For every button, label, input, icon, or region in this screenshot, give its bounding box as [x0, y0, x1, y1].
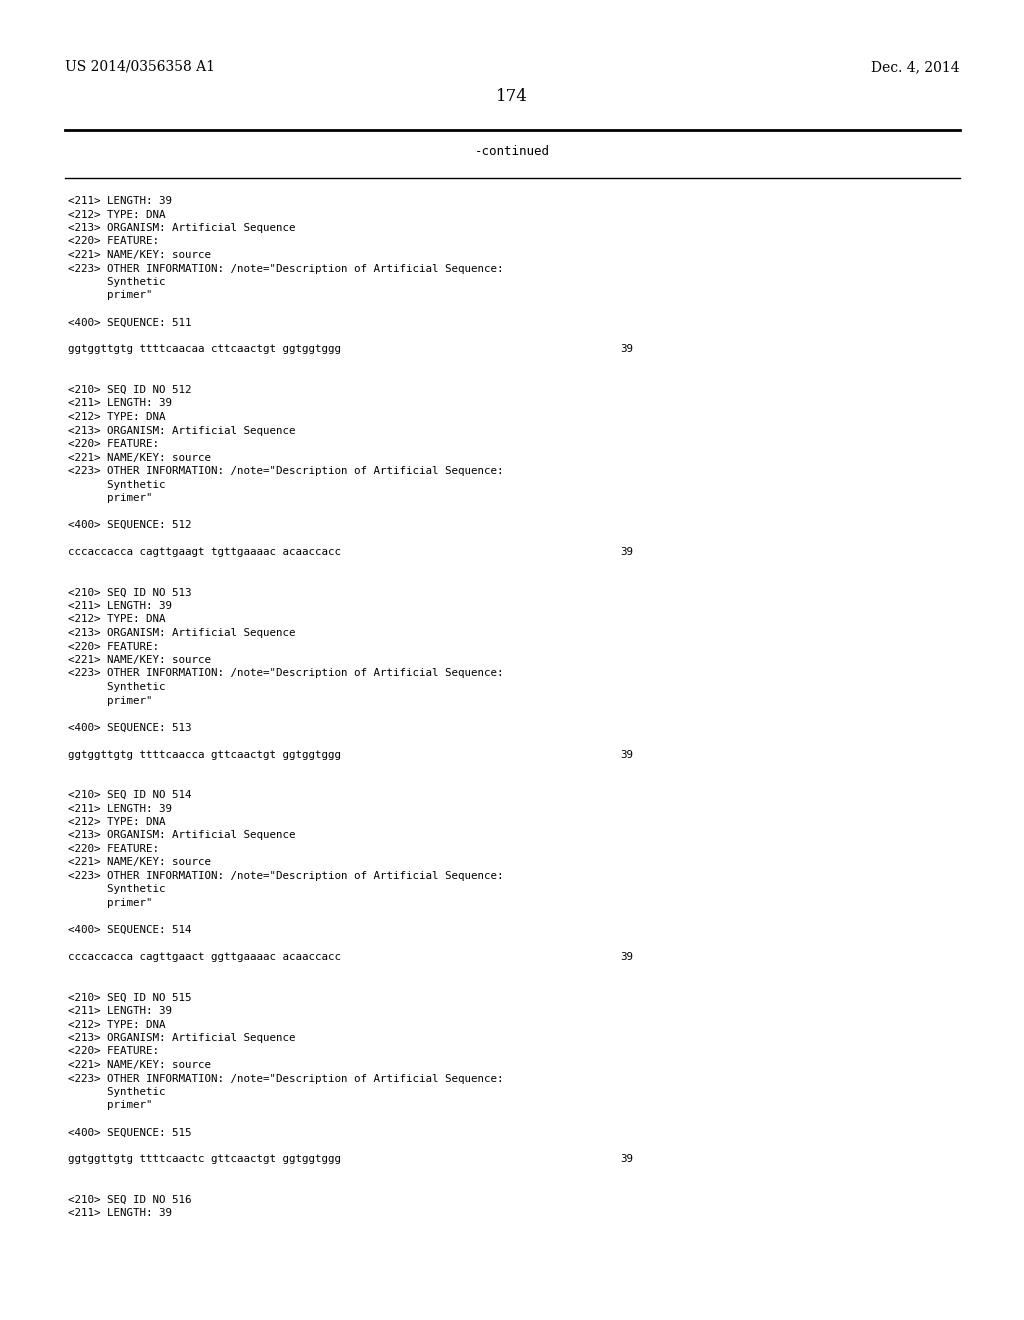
Text: <220> FEATURE:: <220> FEATURE: — [68, 843, 159, 854]
Text: <210> SEQ ID NO 514: <210> SEQ ID NO 514 — [68, 789, 191, 800]
Text: <400> SEQUENCE: 515: <400> SEQUENCE: 515 — [68, 1127, 191, 1138]
Text: <212> TYPE: DNA: <212> TYPE: DNA — [68, 817, 166, 828]
Text: <221> NAME/KEY: source: <221> NAME/KEY: source — [68, 655, 211, 665]
Text: <213> ORGANISM: Artificial Sequence: <213> ORGANISM: Artificial Sequence — [68, 830, 296, 841]
Text: Dec. 4, 2014: Dec. 4, 2014 — [871, 59, 961, 74]
Text: <400> SEQUENCE: 514: <400> SEQUENCE: 514 — [68, 925, 191, 935]
Text: ggtggttgtg ttttcaacaa cttcaactgt ggtggtggg: ggtggttgtg ttttcaacaa cttcaactgt ggtggtg… — [68, 345, 341, 355]
Text: <210> SEQ ID NO 516: <210> SEQ ID NO 516 — [68, 1195, 191, 1205]
Text: primer": primer" — [68, 290, 153, 301]
Text: 39: 39 — [620, 750, 633, 759]
Text: <210> SEQ ID NO 513: <210> SEQ ID NO 513 — [68, 587, 191, 598]
Text: <211> LENGTH: 39: <211> LENGTH: 39 — [68, 399, 172, 408]
Text: <213> ORGANISM: Artificial Sequence: <213> ORGANISM: Artificial Sequence — [68, 425, 296, 436]
Text: 39: 39 — [620, 952, 633, 962]
Text: <210> SEQ ID NO 512: <210> SEQ ID NO 512 — [68, 385, 191, 395]
Text: <223> OTHER INFORMATION: /note="Description of Artificial Sequence:: <223> OTHER INFORMATION: /note="Descript… — [68, 264, 504, 273]
Text: <211> LENGTH: 39: <211> LENGTH: 39 — [68, 195, 172, 206]
Text: <213> ORGANISM: Artificial Sequence: <213> ORGANISM: Artificial Sequence — [68, 628, 296, 638]
Text: <212> TYPE: DNA: <212> TYPE: DNA — [68, 615, 166, 624]
Text: 39: 39 — [620, 1155, 633, 1164]
Text: <221> NAME/KEY: source: <221> NAME/KEY: source — [68, 249, 211, 260]
Text: US 2014/0356358 A1: US 2014/0356358 A1 — [65, 59, 215, 74]
Text: <211> LENGTH: 39: <211> LENGTH: 39 — [68, 601, 172, 611]
Text: <220> FEATURE:: <220> FEATURE: — [68, 236, 159, 247]
Text: <211> LENGTH: 39: <211> LENGTH: 39 — [68, 1006, 172, 1016]
Text: <223> OTHER INFORMATION: /note="Description of Artificial Sequence:: <223> OTHER INFORMATION: /note="Descript… — [68, 1073, 504, 1084]
Text: <220> FEATURE:: <220> FEATURE: — [68, 642, 159, 652]
Text: <400> SEQUENCE: 511: <400> SEQUENCE: 511 — [68, 318, 191, 327]
Text: 174: 174 — [496, 88, 528, 106]
Text: Synthetic: Synthetic — [68, 277, 166, 286]
Text: <221> NAME/KEY: source: <221> NAME/KEY: source — [68, 858, 211, 867]
Text: Synthetic: Synthetic — [68, 1086, 166, 1097]
Text: primer": primer" — [68, 1101, 153, 1110]
Text: <221> NAME/KEY: source: <221> NAME/KEY: source — [68, 453, 211, 462]
Text: <212> TYPE: DNA: <212> TYPE: DNA — [68, 210, 166, 219]
Text: cccaccacca cagttgaact ggttgaaaac acaaccacc: cccaccacca cagttgaact ggttgaaaac acaacca… — [68, 952, 341, 962]
Text: <220> FEATURE:: <220> FEATURE: — [68, 1047, 159, 1056]
Text: Synthetic: Synthetic — [68, 479, 166, 490]
Text: <220> FEATURE:: <220> FEATURE: — [68, 440, 159, 449]
Text: <223> OTHER INFORMATION: /note="Description of Artificial Sequence:: <223> OTHER INFORMATION: /note="Descript… — [68, 871, 504, 880]
Text: primer": primer" — [68, 898, 153, 908]
Text: Synthetic: Synthetic — [68, 682, 166, 692]
Text: 39: 39 — [620, 546, 633, 557]
Text: <211> LENGTH: 39: <211> LENGTH: 39 — [68, 804, 172, 813]
Text: <211> LENGTH: 39: <211> LENGTH: 39 — [68, 1209, 172, 1218]
Text: -continued: -continued — [474, 145, 550, 158]
Text: 39: 39 — [620, 345, 633, 355]
Text: <213> ORGANISM: Artificial Sequence: <213> ORGANISM: Artificial Sequence — [68, 223, 296, 234]
Text: <212> TYPE: DNA: <212> TYPE: DNA — [68, 412, 166, 422]
Text: <221> NAME/KEY: source: <221> NAME/KEY: source — [68, 1060, 211, 1071]
Text: <210> SEQ ID NO 515: <210> SEQ ID NO 515 — [68, 993, 191, 1002]
Text: <212> TYPE: DNA: <212> TYPE: DNA — [68, 1019, 166, 1030]
Text: primer": primer" — [68, 492, 153, 503]
Text: <223> OTHER INFORMATION: /note="Description of Artificial Sequence:: <223> OTHER INFORMATION: /note="Descript… — [68, 668, 504, 678]
Text: <223> OTHER INFORMATION: /note="Description of Artificial Sequence:: <223> OTHER INFORMATION: /note="Descript… — [68, 466, 504, 477]
Text: ggtggttgtg ttttcaactc gttcaactgt ggtggtggg: ggtggttgtg ttttcaactc gttcaactgt ggtggtg… — [68, 1155, 341, 1164]
Text: ggtggttgtg ttttcaacca gttcaactgt ggtggtggg: ggtggttgtg ttttcaacca gttcaactgt ggtggtg… — [68, 750, 341, 759]
Text: <400> SEQUENCE: 513: <400> SEQUENCE: 513 — [68, 722, 191, 733]
Text: primer": primer" — [68, 696, 153, 705]
Text: cccaccacca cagttgaagt tgttgaaaac acaaccacc: cccaccacca cagttgaagt tgttgaaaac acaacca… — [68, 546, 341, 557]
Text: Synthetic: Synthetic — [68, 884, 166, 895]
Text: <400> SEQUENCE: 512: <400> SEQUENCE: 512 — [68, 520, 191, 531]
Text: <213> ORGANISM: Artificial Sequence: <213> ORGANISM: Artificial Sequence — [68, 1034, 296, 1043]
